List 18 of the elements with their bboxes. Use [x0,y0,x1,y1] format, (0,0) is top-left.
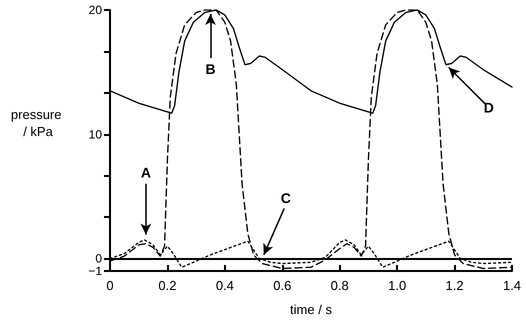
x-tick-label: 1.0 [388,278,406,293]
x-tick-label: 0.8 [330,278,349,293]
annotation: A [140,164,151,181]
y-tick-label: −1 [88,264,102,278]
y-tick-label: 0 [95,252,102,266]
annotation: C [280,190,291,206]
x-tick-label: 1.2 [446,278,464,293]
x-axis-title: time / s [290,302,332,317]
y-axis-title: pressure / kPa [10,107,66,139]
annotation: B [205,61,216,77]
x-tick-label: 0 [106,278,114,293]
y-tick-label: 10 [88,127,102,142]
x-tick-label: 0.4 [216,278,234,293]
x-tick-label: 0.2 [158,278,176,293]
x-tick-label: 1.4 [502,278,522,293]
annotation: D [484,100,494,116]
y-tick-label: 20 [88,3,102,17]
x-tick-label: 0.6 [273,278,292,293]
